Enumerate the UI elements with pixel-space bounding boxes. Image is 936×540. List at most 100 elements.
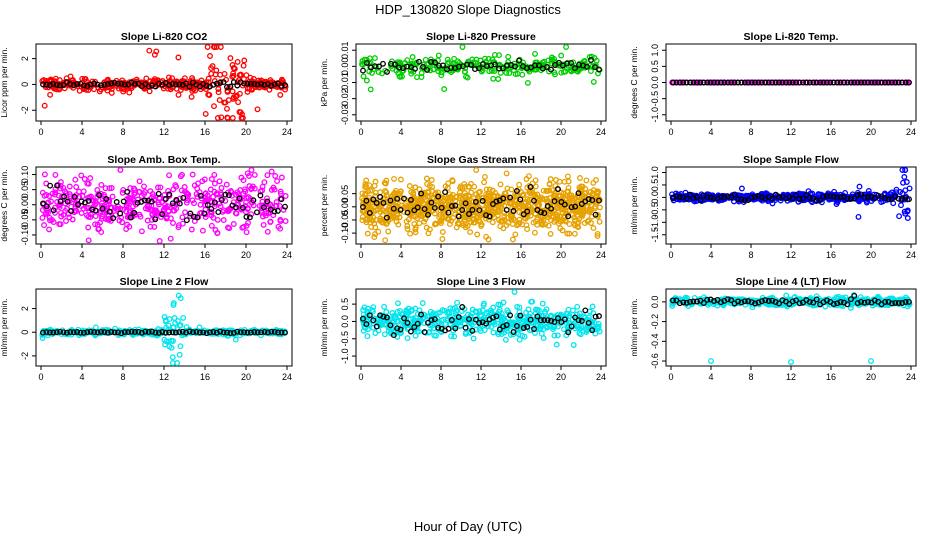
data-point [278, 76, 285, 83]
data-point [827, 193, 834, 200]
data-point [437, 203, 444, 210]
x-tick-label: 24 [282, 250, 292, 260]
data-point [856, 183, 863, 190]
data-point [391, 190, 398, 197]
y-axis-label: ml/min per min. [319, 298, 329, 356]
data-point [700, 79, 707, 86]
data-point [416, 220, 423, 227]
data-point [445, 198, 452, 204]
data-point [187, 213, 194, 220]
data-points [359, 289, 603, 348]
data-point [50, 80, 57, 87]
data-point [380, 219, 386, 226]
data-point [882, 79, 889, 86]
y-tick-label: -0.10 [340, 223, 350, 244]
data-point [466, 211, 472, 217]
data-point [511, 60, 518, 67]
outlier-point [708, 358, 714, 364]
data-point [408, 70, 415, 77]
data-point [41, 171, 48, 178]
y-axis-label: degrees C per min. [629, 46, 639, 118]
data-point [830, 193, 837, 200]
data-point [277, 225, 284, 232]
data-point [490, 75, 497, 82]
data-point [197, 201, 204, 208]
data-point [372, 231, 379, 238]
data-point [396, 59, 403, 66]
data-point [502, 336, 509, 343]
data-point [363, 197, 370, 204]
data-point [411, 207, 418, 214]
panel-title: Slope Gas Stream RH [427, 154, 535, 166]
data-point [409, 54, 416, 60]
data-points [359, 44, 603, 93]
data-point [134, 199, 141, 206]
data-point [259, 183, 266, 190]
data-point [39, 214, 46, 221]
data-point [548, 66, 554, 73]
data-point [104, 81, 111, 88]
data-point [410, 189, 417, 196]
data-point [223, 181, 230, 188]
data-point [253, 209, 260, 216]
data-point [594, 233, 601, 240]
data-point [904, 215, 911, 222]
data-point [882, 195, 889, 202]
data-point [847, 79, 854, 86]
data-point [858, 79, 865, 86]
data-point [418, 70, 425, 76]
data-point [282, 82, 288, 89]
x-tick-label: 20 [241, 250, 251, 260]
data-point [693, 79, 700, 86]
data-point [561, 178, 568, 185]
data-point [66, 191, 73, 198]
data-point [680, 79, 687, 86]
data-point [254, 106, 261, 113]
data-point [366, 182, 373, 189]
x-tick-label: 8 [438, 127, 443, 137]
data-point [108, 185, 115, 191]
data-point [73, 184, 80, 190]
data-point [537, 209, 544, 216]
data-point [41, 222, 48, 229]
data-point [180, 194, 187, 201]
data-point [128, 79, 135, 86]
data-point [53, 81, 60, 88]
data-point [80, 82, 87, 89]
data-point [485, 198, 492, 205]
x-tick-label: 4 [398, 127, 403, 137]
data-point [377, 189, 384, 196]
data-point [776, 194, 782, 201]
data-point [260, 221, 267, 228]
data-point [507, 194, 514, 201]
data-point [493, 198, 500, 205]
data-point [589, 197, 596, 204]
data-point [697, 79, 704, 86]
data-point [489, 187, 496, 194]
data-point [359, 190, 366, 197]
data-point [728, 194, 735, 201]
data-point [590, 78, 597, 85]
data-point [162, 196, 169, 202]
data-point [595, 195, 602, 202]
data-point [565, 184, 572, 191]
data-point [590, 225, 597, 232]
data-point [382, 237, 389, 244]
x-tick-label: 4 [398, 250, 403, 260]
data-point [813, 79, 820, 86]
data-point [273, 199, 280, 206]
data-point [207, 53, 213, 59]
data-point [871, 79, 878, 86]
data-point [468, 61, 474, 68]
data-point [385, 228, 392, 235]
data-point [707, 79, 714, 86]
x-tick-label: 16 [826, 127, 836, 137]
data-point [789, 79, 796, 86]
data-point [844, 195, 851, 202]
data-point [227, 83, 234, 90]
data-point [220, 217, 227, 224]
data-point [531, 229, 538, 236]
data-point [559, 206, 566, 213]
data-point [57, 182, 64, 189]
